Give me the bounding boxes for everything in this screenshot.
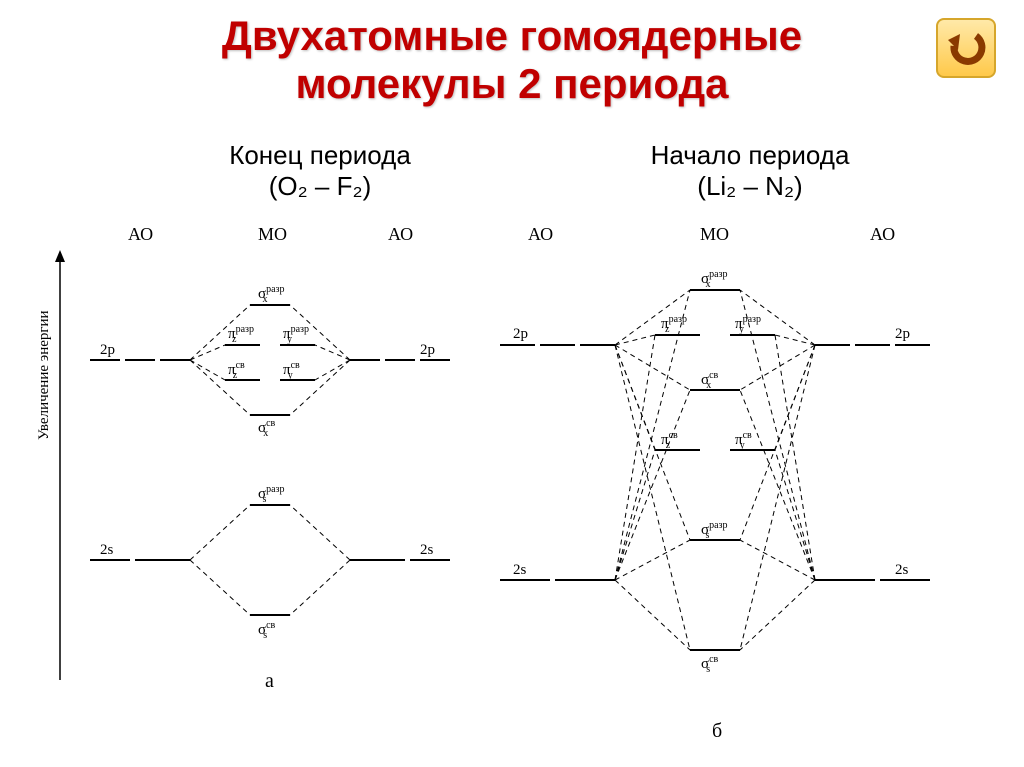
left-pi-y-bond: πсвy (283, 360, 300, 381)
right-pi-z-bond: πсвz (661, 430, 678, 451)
left-sigma-x-anti: σразрx (258, 284, 284, 305)
right-pi-y-bond: πсвy (735, 430, 752, 451)
left-sigma-s-anti: σразрs (258, 484, 284, 505)
title-line2: молекулы 2 периода (295, 60, 728, 107)
right-subtitle-l1: Начало периода (651, 140, 850, 170)
right-2p-right: 2p (895, 326, 910, 342)
left-2p-right: 2p (420, 342, 435, 358)
left-panel-letter: а (265, 670, 274, 693)
left-pi-y-anti: πразрy (283, 324, 309, 345)
right-ao-right-label: АО (870, 224, 895, 245)
left-pi-z-bond: πсвz (228, 360, 245, 381)
left-subtitle-l1: Конец периода (229, 140, 411, 170)
right-ao-left-label: АО (528, 224, 553, 245)
energy-arrow-icon (50, 250, 70, 680)
right-pi-y-anti: πразрy (735, 314, 761, 335)
left-pi-z-anti: πразрz (228, 324, 254, 345)
right-mo-diagram: 2p 2p 2s 2s σразрx πразрz πразрy σсвx πс… (495, 250, 945, 710)
right-panel-letter: б (712, 720, 722, 743)
left-sigma-x-bond: σсвx (258, 418, 276, 439)
right-mo-label: МО (700, 224, 729, 245)
right-sigma-x-anti: σразрx (701, 269, 727, 290)
title-line1: Двухатомные гомоядерные (222, 12, 802, 59)
left-2p-left: 2p (100, 342, 115, 358)
right-sigma-s-anti: σразрs (701, 520, 727, 541)
back-arrow-icon (946, 30, 986, 66)
left-subtitle-l2: (O₂ – F₂) (269, 171, 372, 201)
page-title: Двухатомные гомоядерные молекулы 2 перио… (0, 0, 1024, 109)
right-subtitle-l2: (Li₂ – N₂) (697, 171, 802, 201)
right-sigma-x-bond: σсвx (701, 370, 719, 391)
left-2s-left: 2s (100, 542, 114, 558)
right-2p-left: 2p (513, 326, 528, 342)
left-subtitle: Конец периода (O₂ – F₂) (130, 140, 510, 202)
left-sigma-s-bond: σсвs (258, 620, 276, 641)
right-pi-z-anti: πразрz (661, 314, 687, 335)
back-button[interactable] (936, 18, 996, 78)
left-ao-left-label: АО (128, 224, 153, 245)
left-mo-label: МО (258, 224, 287, 245)
left-ao-right-label: АО (388, 224, 413, 245)
right-sigma-s-bond: σсвs (701, 654, 719, 675)
left-2s-right: 2s (420, 542, 434, 558)
right-2s-left: 2s (513, 562, 527, 578)
right-subtitle: Начало периода (Li₂ – N₂) (560, 140, 940, 202)
right-2s-right: 2s (895, 562, 909, 578)
left-mo-diagram: 2p 2p 2s 2s σразрx πразрz πразрy πсвz πс… (80, 250, 460, 680)
